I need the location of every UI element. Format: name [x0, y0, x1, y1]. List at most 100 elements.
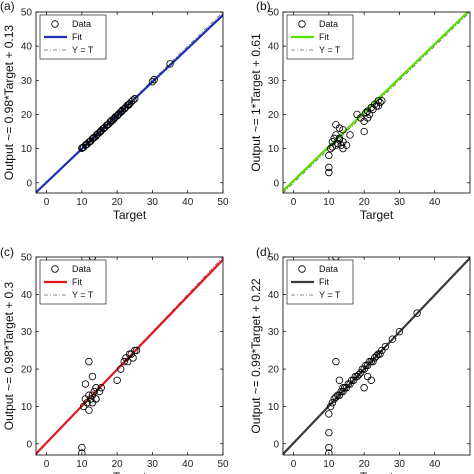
data-point [378, 97, 386, 105]
x-tick-label: 50 [217, 459, 229, 470]
data-point [374, 97, 382, 105]
data-point [351, 372, 360, 381]
data-point [124, 357, 132, 366]
data-point [325, 410, 333, 418]
x-axis-label: Target [360, 470, 394, 474]
x-tick-label: 20 [112, 197, 124, 208]
data-point [97, 384, 105, 392]
y-tick-label: 0 [273, 178, 279, 189]
data-point [362, 109, 370, 117]
legend: Data Fit Y = T [286, 259, 354, 305]
legend-entry-label: Fit [72, 277, 82, 287]
x-tick-label: 40 [429, 459, 441, 470]
x-tick-label: 0 [291, 197, 297, 208]
legend-entry-label: Fit [319, 32, 329, 42]
y-tick-label: 30 [21, 327, 33, 338]
y-tick-label: 30 [268, 76, 280, 87]
panel-label: (a) [0, 0, 15, 13]
x-tick-label: 20 [359, 459, 371, 470]
x-tick-label: 50 [217, 197, 229, 208]
data-point [365, 110, 374, 119]
data-point [346, 131, 354, 139]
data-point [332, 357, 340, 366]
x-tick-label: 20 [359, 197, 371, 208]
x-tick-label: 30 [394, 459, 406, 470]
axes-frame [35, 256, 224, 456]
legend-entry-label: Data [319, 19, 338, 29]
legend: Data Fit Y = T [39, 259, 107, 305]
data-point [129, 96, 137, 104]
y-axis-label: Output ~= 0.98*Target + 0.3 [2, 281, 16, 430]
data-point [339, 384, 347, 392]
y-tick-label: 10 [268, 144, 280, 155]
legend-entry-label: Fit [72, 32, 82, 42]
panel-c: 0 10 20 30 40 50 0 10 20 30 40 50 Target Output ~= 0.… [0, 245, 229, 474]
legend-data-marker [51, 265, 59, 273]
y-tick-label: 10 [21, 402, 33, 413]
plot-content [283, 12, 470, 193]
data-point [369, 357, 377, 366]
legend-data-marker [298, 265, 306, 273]
legend-entry-label: Data [319, 264, 338, 274]
x-tick-label: 30 [394, 197, 406, 208]
legend-entry-label: Fit [319, 277, 329, 287]
y-tick-label: 20 [21, 110, 33, 121]
x-tick-label: 10 [323, 459, 335, 470]
legend: Data Fit Y = T [286, 14, 354, 60]
y-tick-label: 50 [21, 253, 33, 264]
data-point [372, 352, 381, 360]
plot-content [36, 257, 223, 455]
y-tick-label: 10 [21, 144, 33, 155]
y-tick-label: 0 [26, 439, 32, 450]
data-point [360, 384, 368, 392]
legend-entry-label: Y = T [319, 290, 341, 300]
data-point [129, 354, 137, 362]
axes-frame [35, 11, 224, 194]
legend-entry-label: Y = T [72, 290, 94, 300]
panel-label: (c) [0, 245, 14, 259]
data-point [88, 372, 97, 381]
data-point [388, 335, 397, 343]
data-point [326, 144, 335, 153]
panel-b: 0 10 20 30 40 0 10 20 30 40 50 Target Output ~= 1*Ta… [249, 0, 471, 222]
y-tick-label: 40 [21, 290, 33, 301]
data-point [395, 328, 404, 336]
legend-entry-label: Y = T [72, 45, 94, 55]
data-point [332, 120, 340, 129]
legend-entry-label: Data [72, 264, 91, 274]
y-tick-label: 50 [268, 8, 280, 19]
data-point [367, 376, 375, 384]
y-tick-label: 20 [268, 365, 280, 376]
x-axis-label: Target [113, 208, 147, 222]
data-point [328, 398, 337, 407]
data-point [131, 95, 139, 103]
data-point [325, 443, 333, 452]
x-tick-label: 40 [182, 459, 194, 470]
x-axis-label: Target [360, 208, 394, 222]
data-point [337, 141, 345, 149]
legend-data-marker [298, 20, 306, 28]
data-point [360, 127, 368, 136]
data-point [330, 134, 338, 143]
data-point [325, 151, 333, 160]
data-point [381, 342, 390, 351]
fit-line [283, 257, 470, 455]
y-tick-label: 40 [21, 42, 33, 53]
panel-label: (b) [256, 0, 271, 13]
y-tick-label: 20 [21, 365, 33, 376]
data-point [120, 357, 128, 366]
data-point [90, 387, 98, 396]
x-axis-label: Target [113, 470, 147, 474]
data-point [339, 144, 347, 153]
identity-line [283, 12, 470, 193]
x-tick-label: 0 [44, 459, 50, 470]
x-tick-label: 0 [291, 459, 297, 470]
y-tick-label: 20 [268, 110, 280, 121]
x-tick-label: 0 [44, 197, 50, 208]
x-tick-label: 30 [147, 459, 159, 470]
y-tick-label: 0 [273, 439, 279, 450]
legend-entry-label: Y = T [319, 45, 341, 55]
y-tick-label: 40 [268, 290, 280, 301]
data-point [333, 139, 342, 148]
